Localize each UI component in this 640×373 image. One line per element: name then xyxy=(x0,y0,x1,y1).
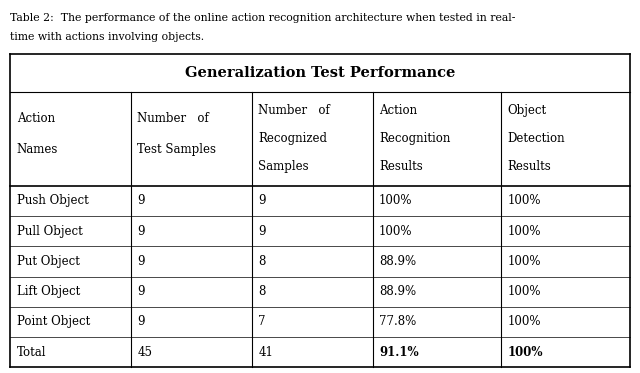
Text: 88.9%: 88.9% xyxy=(379,255,416,268)
Text: Recognized: Recognized xyxy=(259,132,327,145)
Text: 9: 9 xyxy=(138,194,145,207)
Text: 91.1%: 91.1% xyxy=(379,346,419,359)
Text: Results: Results xyxy=(379,160,423,173)
Text: 77.8%: 77.8% xyxy=(379,316,416,329)
Text: 100%: 100% xyxy=(379,225,413,238)
Text: Action: Action xyxy=(17,112,55,125)
Text: 100%: 100% xyxy=(508,255,541,268)
Text: Object: Object xyxy=(508,104,547,117)
Text: 9: 9 xyxy=(138,285,145,298)
Text: Names: Names xyxy=(17,144,58,156)
Text: Generalization Test Performance: Generalization Test Performance xyxy=(185,66,455,80)
Text: Pull Object: Pull Object xyxy=(17,225,83,238)
Text: 45: 45 xyxy=(138,346,152,359)
Text: 9: 9 xyxy=(259,225,266,238)
Text: Test Samples: Test Samples xyxy=(138,144,216,156)
Text: 9: 9 xyxy=(138,225,145,238)
Text: Number   of: Number of xyxy=(259,104,330,117)
Text: 100%: 100% xyxy=(508,316,541,329)
Text: 9: 9 xyxy=(259,194,266,207)
Text: Detection: Detection xyxy=(508,132,565,145)
Text: 100%: 100% xyxy=(379,194,413,207)
Text: Push Object: Push Object xyxy=(17,194,88,207)
Text: Lift Object: Lift Object xyxy=(17,285,80,298)
Text: Total: Total xyxy=(17,346,46,359)
Text: Put Object: Put Object xyxy=(17,255,79,268)
Text: Table 2:  The performance of the online action recognition architecture when tes: Table 2: The performance of the online a… xyxy=(10,13,516,23)
Text: 100%: 100% xyxy=(508,346,543,359)
Text: 9: 9 xyxy=(138,255,145,268)
Text: Number   of: Number of xyxy=(138,112,209,125)
Text: Point Object: Point Object xyxy=(17,316,90,329)
Text: Results: Results xyxy=(508,160,551,173)
Text: Action: Action xyxy=(379,104,417,117)
Text: Samples: Samples xyxy=(259,160,309,173)
Text: 100%: 100% xyxy=(508,194,541,207)
Text: 7: 7 xyxy=(259,316,266,329)
Text: 8: 8 xyxy=(259,285,266,298)
Text: Recognition: Recognition xyxy=(379,132,451,145)
Text: 8: 8 xyxy=(259,255,266,268)
Text: 100%: 100% xyxy=(508,285,541,298)
Text: 100%: 100% xyxy=(508,225,541,238)
Text: 41: 41 xyxy=(259,346,273,359)
Text: 9: 9 xyxy=(138,316,145,329)
Text: time with actions involving objects.: time with actions involving objects. xyxy=(10,32,204,42)
Text: 88.9%: 88.9% xyxy=(379,285,416,298)
